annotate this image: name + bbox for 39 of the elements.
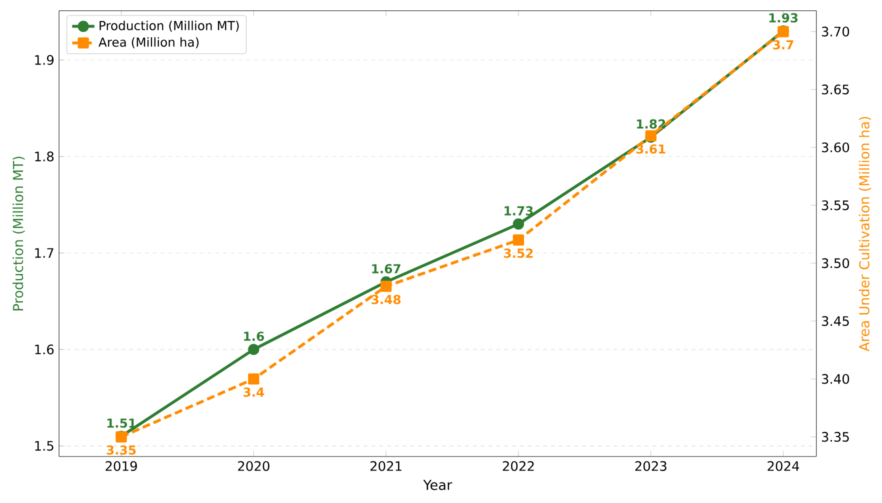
y2-tick-label: 3.70	[822, 26, 850, 37]
x-tick-label: 2023	[635, 461, 666, 472]
point	[512, 234, 524, 246]
y2-tick-label: 3.60	[822, 142, 850, 153]
y2-tick-label: 3.40	[822, 374, 850, 384]
y2-tick-label: 3.45	[822, 316, 849, 326]
point	[380, 280, 392, 292]
x-tick-label: 2020	[238, 461, 270, 472]
x-axis-title: Year	[423, 480, 452, 490]
point	[248, 374, 260, 385]
data-label: 3.4	[244, 388, 264, 398]
data-label: 3.52	[504, 248, 533, 258]
y-tick-label: 1.7	[35, 248, 54, 258]
data-label: 1.6	[244, 332, 264, 342]
data-label: 1.93	[769, 13, 798, 23]
y-axis-title: Production (Million MT)	[12, 156, 25, 311]
legend-label: Production (Million MT)	[100, 20, 239, 32]
x-tick-label: 2021	[370, 461, 402, 472]
data-label: 3.48	[372, 295, 401, 304]
y-tick-label: 1.8	[35, 152, 54, 162]
data-label: 3.7	[773, 40, 794, 50]
data-label: 1.73	[504, 206, 533, 216]
point	[512, 218, 524, 230]
y2-tick-label: 3.50	[822, 258, 850, 268]
x-tick-label: 2024	[768, 461, 800, 472]
y2-tick-label: 3.65	[822, 84, 849, 95]
y-tick-label: 1.9	[35, 55, 54, 66]
data-label: 1.67	[372, 264, 400, 274]
y-tick-label: 1.5	[35, 441, 54, 451]
point	[248, 344, 260, 356]
y2-tick-label: 3.55	[822, 200, 849, 210]
data-label: 1.51	[107, 418, 136, 428]
y2-tick-label: 3.35	[822, 432, 849, 442]
y-tick-label: 1.6	[35, 344, 54, 355]
data-label: 3.35	[106, 446, 136, 455]
x-tick-label: 2022	[502, 461, 534, 472]
y2-axis-title: Area Under Cultivation (Million ha)	[858, 117, 872, 352]
legend-label: Area (Million ha)	[98, 37, 199, 48]
x-tick-label: 2019	[106, 461, 137, 472]
